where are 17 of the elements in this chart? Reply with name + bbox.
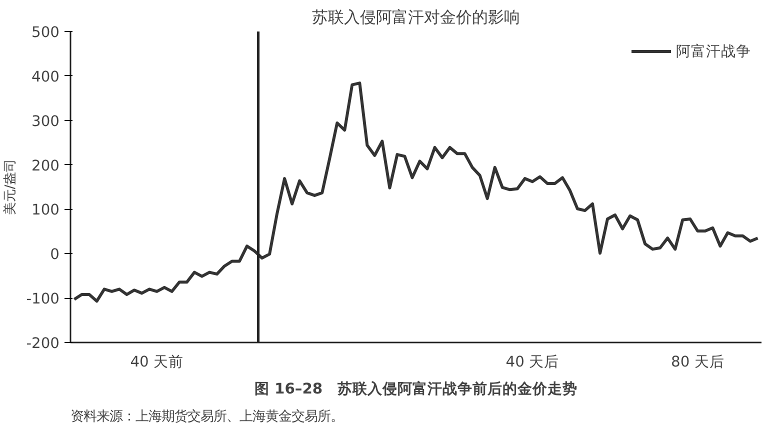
chart-title: 苏联入侵阿富汗对金价的影响: [312, 8, 520, 26]
y-tick-label: 0: [50, 246, 60, 264]
text: 资料来源：上海期货交易所、上海黄金交易所。: [70, 408, 344, 424]
x-tick-label: 40 天前: [130, 354, 184, 370]
y-tick-label: 500: [32, 24, 60, 41]
y-tick-label: 200: [32, 157, 60, 174]
legend-label: 阿富汗战争: [676, 42, 751, 60]
y-axis-title: 美元/盎司: [2, 158, 18, 216]
y-tick-label: 400: [32, 68, 60, 86]
x-tick-label: 80 天后: [671, 354, 724, 370]
x-tick-label: 40 天后: [506, 354, 560, 370]
y-tick-label: -200: [26, 335, 60, 352]
y-tick-label: 100: [32, 202, 60, 219]
y-tick-label: 300: [32, 112, 60, 130]
line-series: [72, 82, 760, 303]
caption: 图 16–28 苏联入侵阿富汗战争前后的金价走势: [254, 380, 578, 398]
y-tick-label: -100: [26, 290, 60, 308]
